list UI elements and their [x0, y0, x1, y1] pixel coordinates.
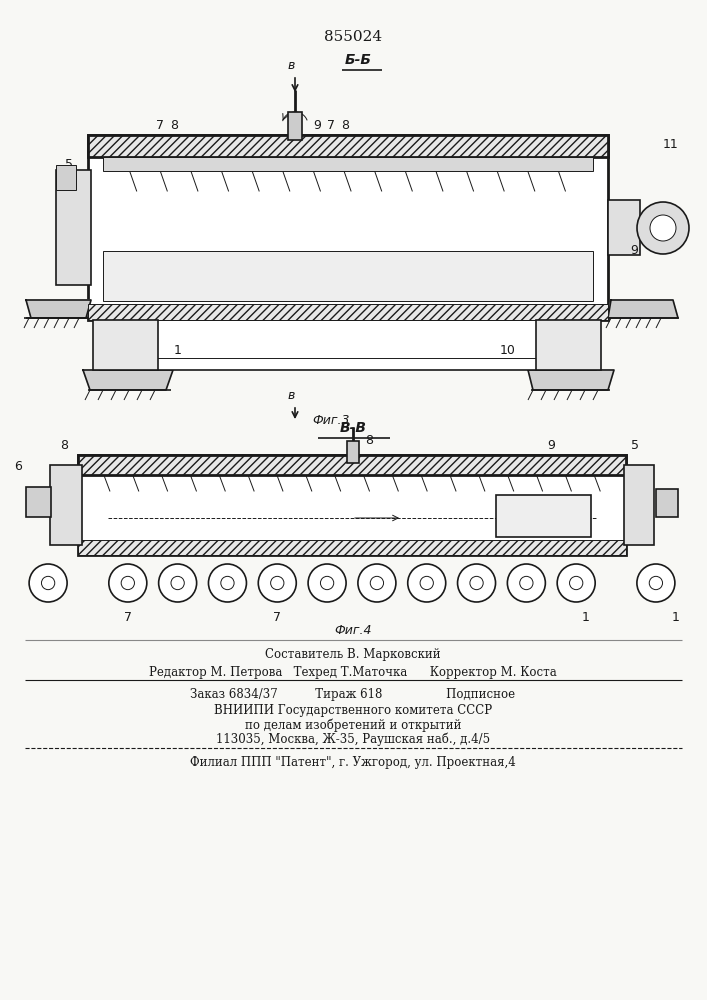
Circle shape [308, 564, 346, 602]
Text: 7: 7 [274, 611, 281, 624]
Polygon shape [26, 300, 91, 318]
Text: в: в [287, 59, 295, 72]
Circle shape [420, 576, 433, 590]
Text: 1: 1 [174, 344, 182, 357]
Text: 8: 8 [170, 119, 178, 132]
Bar [496, 495, 591, 537]
Circle shape [221, 576, 234, 590]
Bar [88, 135, 608, 320]
Text: Составитель В. Марковский: Составитель В. Марковский [265, 648, 440, 661]
Text: 1: 1 [672, 611, 680, 624]
Bar [56, 165, 76, 190]
Bar [78, 455, 626, 555]
Text: 7: 7 [124, 611, 132, 624]
Text: В-В: В-В [339, 421, 366, 435]
Circle shape [637, 202, 689, 254]
Bar [100, 320, 596, 370]
Bar [288, 112, 302, 140]
Circle shape [520, 576, 533, 590]
Circle shape [29, 564, 67, 602]
Bar [103, 157, 593, 171]
Polygon shape [608, 300, 678, 318]
Text: 11: 11 [663, 138, 679, 151]
Text: по делам изобретений и открытий: по делам изобретений и открытий [245, 719, 461, 732]
Text: 7: 7 [327, 119, 335, 132]
Text: 7: 7 [156, 119, 164, 132]
Text: 5: 5 [631, 439, 639, 452]
Text: 9: 9 [656, 506, 664, 520]
Circle shape [570, 576, 583, 590]
Circle shape [370, 576, 384, 590]
Circle shape [650, 215, 676, 241]
Bar [624, 465, 654, 545]
Circle shape [121, 576, 134, 590]
Circle shape [557, 564, 595, 602]
Bar [93, 320, 158, 370]
Circle shape [171, 576, 185, 590]
Circle shape [637, 564, 675, 602]
Text: 9: 9 [547, 439, 555, 452]
Polygon shape [528, 370, 614, 390]
Text: 113035, Москва, Ж-35, Раушская наб., д.4/5: 113035, Москва, Ж-35, Раушская наб., д.4… [216, 733, 490, 746]
Bar [656, 489, 678, 517]
Circle shape [258, 564, 296, 602]
Text: 8: 8 [365, 434, 373, 446]
Text: Фиг.4: Фиг.4 [334, 624, 372, 638]
Text: 1: 1 [582, 611, 590, 624]
Bar [56, 170, 91, 285]
Circle shape [508, 564, 545, 602]
Bar [88, 135, 608, 157]
Bar [347, 441, 359, 463]
Bar [608, 200, 640, 255]
Bar [103, 251, 593, 301]
Circle shape [649, 576, 662, 590]
Bar [536, 320, 601, 370]
Circle shape [358, 564, 396, 602]
Text: 8: 8 [60, 439, 68, 452]
Text: 855024: 855024 [324, 30, 382, 44]
Circle shape [271, 576, 284, 590]
Circle shape [408, 564, 445, 602]
Circle shape [42, 576, 54, 590]
Text: Редактор М. Петрова   Техред Т.Маточка      Корректор М. Коста: Редактор М. Петрова Техред Т.Маточка Кор… [149, 666, 557, 679]
Circle shape [320, 576, 334, 590]
Text: 6: 6 [14, 460, 22, 474]
Text: Филиал ППП "Патент", г. Ужгород, ул. Проектная,4: Филиал ППП "Патент", г. Ужгород, ул. Про… [190, 756, 516, 769]
Text: 10: 10 [500, 344, 516, 357]
Bar [26, 487, 51, 517]
Bar [50, 465, 82, 545]
Text: 8: 8 [341, 119, 349, 132]
Text: 9: 9 [630, 243, 638, 256]
Bar [78, 540, 626, 555]
Circle shape [109, 564, 147, 602]
Text: Б-Б: Б-Б [345, 53, 372, 67]
Bar [88, 304, 608, 320]
Text: 9: 9 [313, 119, 321, 132]
Polygon shape [83, 370, 173, 390]
Circle shape [209, 564, 247, 602]
Text: 5: 5 [65, 158, 73, 172]
Text: ВНИИПИ Государственного комитета СССР: ВНИИПИ Государственного комитета СССР [214, 704, 492, 717]
Bar [78, 455, 626, 475]
Circle shape [470, 576, 483, 590]
Text: в: в [287, 389, 295, 402]
Text: 10: 10 [664, 488, 680, 502]
Text: Фиг.3: Фиг.3 [312, 414, 349, 426]
Circle shape [158, 564, 197, 602]
Text: Заказ 6834/37          Тираж 618                 Подписное: Заказ 6834/37 Тираж 618 Подписное [190, 688, 515, 701]
Circle shape [457, 564, 496, 602]
